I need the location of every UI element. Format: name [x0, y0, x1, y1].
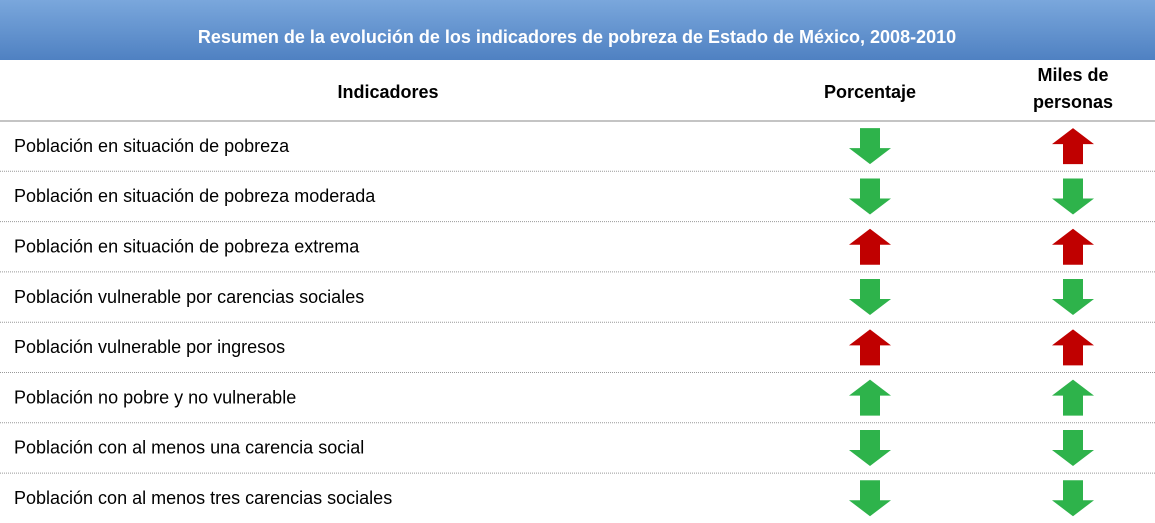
arrow-up — [1052, 228, 1094, 265]
column-header: Porcentaje — [824, 82, 916, 102]
arrow-down — [1052, 480, 1094, 517]
arrow-up — [1052, 329, 1094, 366]
arrow-up — [1052, 379, 1094, 416]
arrow-down — [1052, 429, 1094, 466]
row-label: Población con al menos una carencia soci… — [14, 438, 364, 458]
row-label: Población con al menos tres carencias so… — [14, 488, 392, 508]
row-label: Población en situación de pobreza modera… — [14, 186, 376, 206]
title-bar — [0, 0, 1155, 60]
row-label: Población vulnerable por ingresos — [14, 337, 285, 357]
row-label: Población no pobre y no vulnerable — [14, 387, 296, 407]
arrow-up — [849, 379, 891, 416]
column-header: Indicadores — [337, 82, 438, 102]
arrow-down — [849, 480, 891, 517]
arrow-up — [849, 228, 891, 265]
table-title: Resumen de la evolución de los indicador… — [198, 27, 956, 47]
arrow-down — [849, 178, 891, 215]
arrow-up — [1052, 128, 1094, 165]
arrow-down — [1052, 279, 1094, 316]
column-header: Miles de personas — [1033, 65, 1113, 112]
arrow-up — [849, 329, 891, 366]
row-label: Población en situación de pobreza extrem… — [14, 237, 360, 257]
arrow-down — [849, 128, 891, 165]
row-label: Población vulnerable por carencias socia… — [14, 287, 364, 307]
arrow-down — [849, 429, 891, 466]
arrow-down — [1052, 178, 1094, 215]
arrow-down — [849, 279, 891, 316]
row-label: Población en situación de pobreza — [14, 136, 290, 156]
